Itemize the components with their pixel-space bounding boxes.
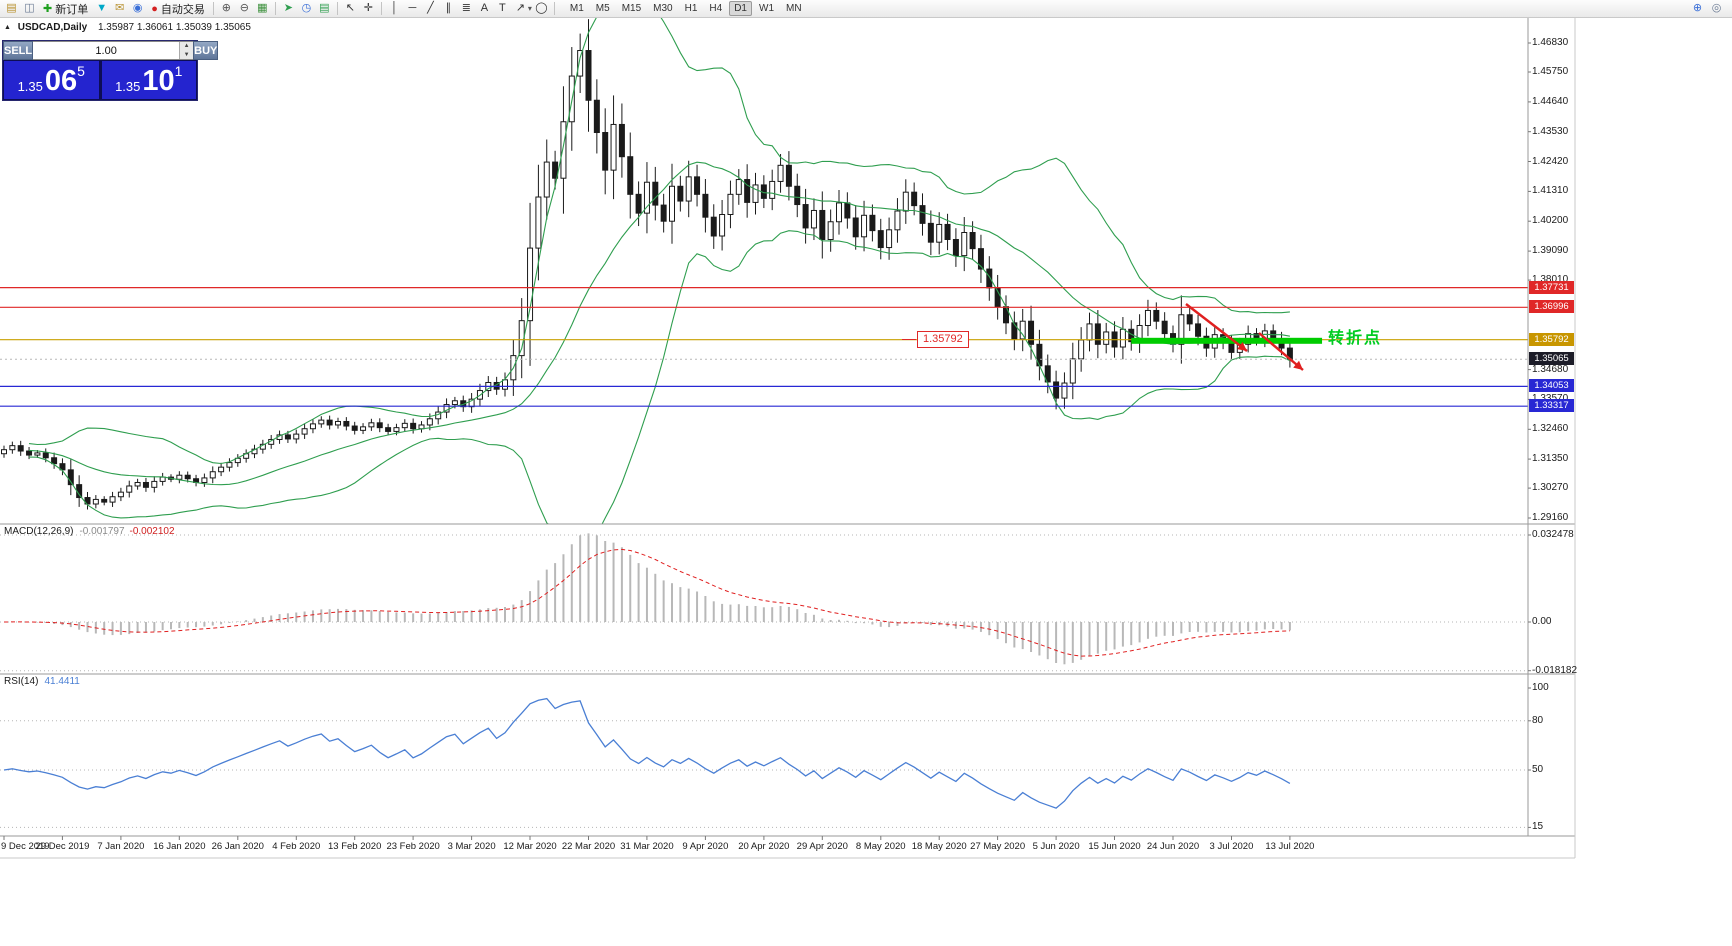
tab-timeframe-H1[interactable]: H1: [684, 3, 698, 14]
search-icon[interactable]: ◎: [1711, 2, 1722, 14]
tab-timeframe-M5[interactable]: M5: [595, 3, 610, 14]
fibonacci-icon[interactable]: ≣: [461, 2, 471, 14]
toolbar-separator: [212, 2, 214, 15]
arrows-dropdown-caret-icon[interactable]: ▾: [527, 4, 532, 13]
ask-pipette: 1: [174, 63, 183, 79]
tab-timeframe-M15[interactable]: M15: [621, 3, 642, 14]
crosshair-icon[interactable]: ✛: [363, 2, 373, 14]
macd-panel: [0, 533, 1528, 672]
macd-label: MACD(12,26,9): [4, 526, 74, 537]
rsi-value: 41.4411: [44, 676, 80, 687]
tab-timeframe-D1[interactable]: D1: [729, 1, 752, 16]
autotrading-status-icon: ●: [151, 2, 158, 15]
candles-group: [1, 19, 1293, 510]
rsi-panel: [0, 697, 1528, 828]
rsi-header: RSI(14) 41.4411: [4, 676, 80, 687]
price-label-tick: [902, 339, 916, 340]
bid-pipette: 5: [77, 63, 85, 79]
trendline-icon[interactable]: ╱: [427, 2, 434, 14]
profile-icon[interactable]: ◫: [24, 2, 35, 14]
tab-timeframe-M1[interactable]: M1: [569, 3, 584, 14]
autotrading-button[interactable]: ● 自动交易: [147, 1, 209, 16]
macd-signal-line: [3, 548, 1290, 657]
ask-price-display[interactable]: 1.35 10 1: [101, 61, 196, 99]
autoscroll-icon[interactable]: ◷: [301, 2, 312, 14]
volume-box: ▲ ▼: [33, 41, 194, 60]
one-click-trading-panel: SELL ▲ ▼ BUY 1.35 06 5 1.35: [2, 40, 219, 101]
vertical-line-icon[interactable]: │: [390, 2, 398, 14]
one-click-panel-toggle-icon[interactable]: ▲: [4, 23, 11, 31]
bid-prefix: 1.35: [17, 79, 43, 94]
toolbar-separator: [274, 2, 276, 15]
new-order-button[interactable]: ✚ 新订单: [39, 1, 92, 16]
horizontal-line-icon[interactable]: ─: [408, 2, 417, 14]
volume-up-icon[interactable]: ▲: [180, 42, 194, 51]
buy-button[interactable]: BUY: [193, 41, 219, 60]
zoom-in-icon[interactable]: ⊕: [221, 2, 231, 14]
text-tool-icon[interactable]: A: [480, 2, 489, 14]
channel-icon[interactable]: ∥: [445, 2, 452, 14]
volume-down-icon[interactable]: ▼: [180, 50, 194, 59]
sell-button[interactable]: SELL: [3, 41, 34, 60]
volume-input[interactable]: [33, 42, 180, 59]
autotrading-label: 自动交易: [160, 3, 205, 16]
volume-spinner: ▲ ▼: [179, 42, 194, 59]
turning-point-green-line[interactable]: [1131, 337, 1323, 344]
toolbar-separator: [336, 2, 338, 15]
cursor-icon[interactable]: ↖: [345, 2, 355, 14]
symbol-bar: ▲ USDCAD,Daily 1.35987 1.36061 1.35039 1…: [4, 22, 251, 33]
chart-canvas: [0, 18, 1576, 859]
rsi-label: RSI(14): [4, 676, 39, 687]
tab-timeframe-M30[interactable]: M30: [653, 3, 673, 14]
symbol-ohlc-values: 1.35987 1.36061 1.35039 1.35065: [97, 22, 251, 33]
chart-settings-icon[interactable]: ▤: [319, 2, 330, 14]
shapes-tool-icon[interactable]: ◯: [535, 2, 548, 14]
macd-signal-value: -0.002102: [129, 526, 175, 537]
ask-big-digits: 10: [142, 65, 175, 97]
macd-header: MACD(12,26,9) -0.001797 -0.002102: [4, 526, 175, 537]
chart-frame: [0, 18, 1576, 859]
search-plus-icon[interactable]: ⊕: [1692, 2, 1703, 14]
funnel-icon[interactable]: ▼: [96, 2, 108, 14]
toolbar-right-group: ⊕ ◎: [1689, 1, 1725, 16]
globe-icon[interactable]: ◉: [132, 2, 143, 14]
tile-windows-icon[interactable]: ▦: [257, 2, 268, 14]
ask-prefix: 1.35: [115, 79, 141, 94]
tab-timeframe-MN[interactable]: MN: [786, 3, 802, 14]
chart-area[interactable]: 1.46830 1.45750 1.44640 1.43530 1.42420 1.413…: [0, 18, 1732, 946]
bollinger-lower-band: [28, 230, 1291, 524]
tab-timeframe-H4[interactable]: H4: [709, 3, 723, 14]
label-tool-icon[interactable]: T: [499, 2, 506, 14]
new-order-label: 新订单: [55, 3, 89, 16]
toolbar: ▤ ◫ ✚ 新订单 ▼ ✉ ◉ ● 自动交易 ⊕ ⊖ ▦ ➤ ◷ ▤ ↖ ✛ │…: [0, 0, 1732, 18]
arrows-tool-icon[interactable]: ↗: [515, 2, 525, 14]
turning-point-annotation[interactable]: 转折点: [1328, 330, 1383, 347]
symbol-title: USDCAD,Daily: [17, 22, 88, 33]
timeframe-group: M1 M5 M15 M30 H1 H4 D1 W1 MN: [565, 1, 807, 16]
bollinger-upper-band: [28, 18, 1290, 465]
macd-main-value: -0.001797: [79, 526, 125, 537]
trend-arrow-2[interactable]: [1258, 332, 1304, 371]
new-order-plus-icon: ✚: [43, 3, 53, 15]
tab-timeframe-W1[interactable]: W1: [759, 3, 774, 14]
rsi-line: [3, 697, 1291, 809]
bollinger-middle-band: [28, 161, 1290, 486]
trend-arrow-1[interactable]: [1185, 303, 1248, 352]
toolbar-separator: [380, 2, 382, 15]
main-price-panel: [0, 18, 1528, 524]
zoom-out-icon[interactable]: ⊖: [239, 2, 249, 14]
chart-shift-icon[interactable]: ➤: [283, 2, 293, 14]
bid-big-digits: 06: [44, 65, 78, 97]
toolbar-separator: [553, 2, 555, 15]
envelope-icon[interactable]: ✉: [115, 2, 125, 14]
price-text-object[interactable]: 1.35792: [917, 331, 969, 348]
bid-price-display[interactable]: 1.35 06 5: [4, 61, 99, 99]
chart-window-icon[interactable]: ▤: [6, 2, 17, 14]
